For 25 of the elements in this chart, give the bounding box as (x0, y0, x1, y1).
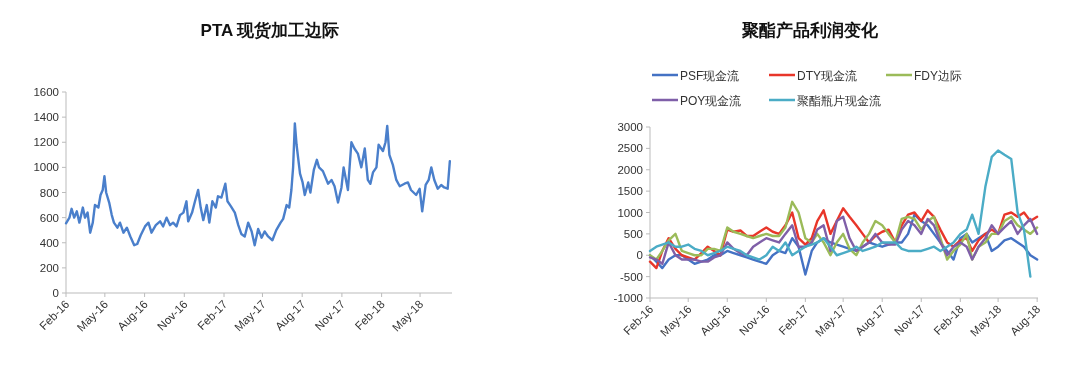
y-tick-label: 600 (39, 211, 59, 224)
y-tick-label: 200 (39, 261, 59, 274)
legend-label: PSF现金流 (680, 68, 740, 83)
chart-title: 聚酯产品利润变化 (741, 21, 879, 40)
y-tick-label: 3000 (617, 121, 643, 133)
y-tick-label: -500 (619, 270, 643, 283)
y-tick-label: 0 (52, 287, 59, 299)
y-tick-label: 1600 (33, 86, 59, 98)
y-tick-label: 1500 (617, 185, 643, 198)
y-tick-label: 500 (623, 227, 643, 240)
y-tick-label: 2000 (617, 163, 643, 176)
chart-title: PTA 现货加工边际 (200, 21, 340, 40)
y-tick-label: 400 (39, 236, 59, 249)
y-tick-label: 0 (636, 249, 643, 262)
y-tick-label: -1000 (613, 292, 643, 304)
legend-label: 聚酯瓶片现金流 (797, 93, 881, 108)
y-tick-label: 1200 (33, 136, 59, 149)
y-tick-label: 2500 (617, 142, 643, 155)
legend-label: POY现金流 (680, 93, 742, 108)
y-tick-label: 800 (39, 186, 59, 199)
y-tick-label: 1000 (33, 161, 59, 174)
legend-label: FDY边际 (914, 68, 962, 83)
y-tick-label: 1400 (33, 111, 59, 124)
y-tick-label: 1000 (617, 206, 643, 219)
legend-label: DTY现金流 (797, 68, 857, 83)
